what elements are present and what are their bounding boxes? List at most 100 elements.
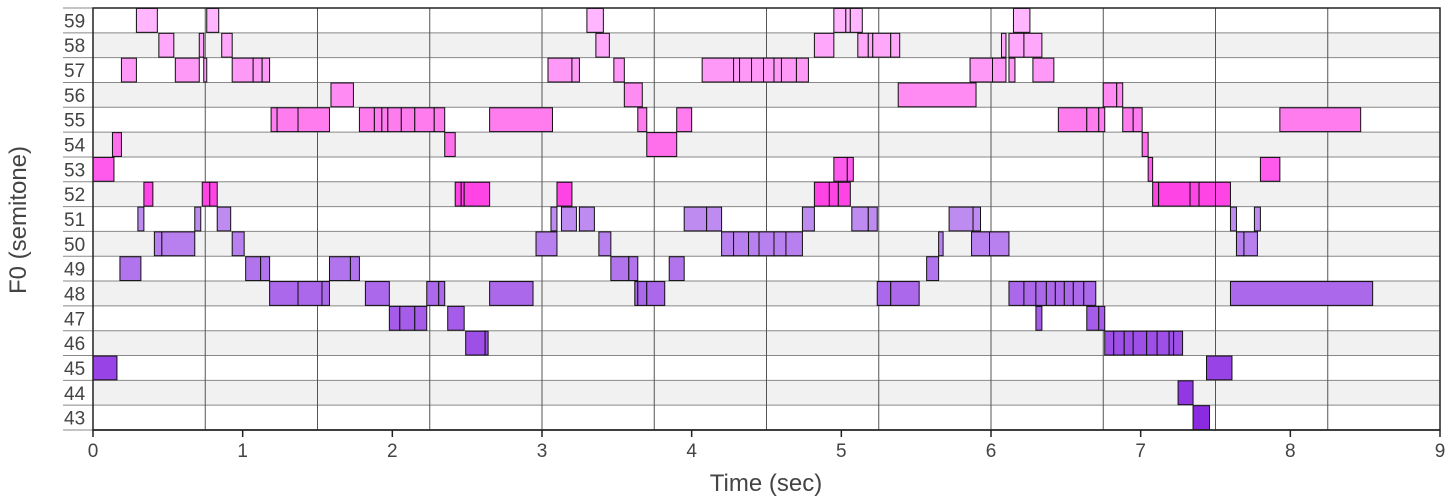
- note-block: [206, 8, 220, 33]
- note-block: [969, 57, 993, 83]
- note-block: [1122, 107, 1134, 133]
- note-block: [321, 281, 330, 306]
- note-block: [972, 206, 982, 232]
- note-block: [773, 57, 782, 83]
- note-block: [890, 32, 901, 58]
- note-block: [447, 305, 465, 331]
- note-block: [1000, 32, 1007, 58]
- note-block: [849, 8, 863, 33]
- note-block: [971, 231, 991, 257]
- y-tick-label: 51: [64, 210, 85, 231]
- note-block: [252, 57, 263, 83]
- note-block: [414, 107, 435, 133]
- note-block: [198, 32, 205, 58]
- note-block: [1008, 281, 1025, 306]
- note-block: [1141, 132, 1149, 157]
- note-block: [578, 206, 595, 232]
- y-tick-label: 58: [64, 36, 85, 57]
- note-block: [454, 181, 462, 207]
- note-block: [489, 281, 534, 306]
- note-block: [751, 57, 765, 83]
- note-block: [1177, 380, 1194, 406]
- note-block: [1173, 330, 1184, 356]
- x-tick-label: 5: [836, 441, 847, 462]
- note-block: [261, 57, 271, 83]
- note-block: [701, 57, 735, 83]
- x-tick-labels: 0 1 2 3 4 5 6 7 8 9: [88, 430, 1445, 462]
- note-block: [297, 107, 330, 133]
- note-block: [381, 107, 389, 133]
- note-block: [748, 231, 760, 257]
- note-block: [399, 305, 416, 331]
- note-block: [628, 256, 639, 282]
- note-block: [535, 231, 558, 257]
- note-block: [270, 107, 278, 133]
- note-block: [795, 57, 809, 83]
- y-tick-label: 50: [64, 235, 85, 256]
- note-block: [1113, 330, 1125, 356]
- note-block: [637, 107, 648, 133]
- y-tick-label: 44: [64, 384, 86, 405]
- note-block: [153, 231, 163, 257]
- note-block: [773, 231, 787, 257]
- x-tick-label: 6: [986, 441, 997, 462]
- note-block: [1086, 305, 1100, 331]
- note-block: [92, 156, 115, 182]
- note-block: [1098, 305, 1106, 331]
- note-block: [837, 181, 851, 207]
- note-block: [646, 132, 678, 157]
- note-block: [758, 231, 775, 257]
- y-tick-labels: 43 44 45 46 47 48 49 50 51 52 53 54 55 56 57 58 59: [64, 11, 86, 429]
- note-block: [111, 132, 122, 157]
- note-block: [1063, 281, 1074, 306]
- note-block: [989, 231, 1010, 257]
- note-block: [330, 82, 354, 108]
- note-block: [1098, 107, 1106, 133]
- note-block: [595, 32, 610, 58]
- note-block: [1259, 156, 1281, 182]
- note-block: [137, 206, 145, 232]
- axes: [92, 7, 1441, 431]
- y-tick-label: 59: [64, 11, 85, 32]
- note-block: [1023, 32, 1043, 58]
- note-block: [161, 231, 196, 257]
- note-block: [414, 305, 428, 331]
- note-block: [876, 281, 892, 306]
- note-block: [373, 107, 383, 133]
- note-block: [1023, 281, 1037, 306]
- note-block: [328, 256, 351, 282]
- note-block: [276, 107, 299, 133]
- note-block: [158, 32, 175, 58]
- note-block: [426, 281, 440, 306]
- note-block: [438, 281, 446, 306]
- note-block: [867, 32, 874, 58]
- note-block: [845, 8, 851, 33]
- note-block: [1229, 281, 1374, 306]
- note-block: [637, 281, 648, 306]
- y-tick-label: 47: [64, 309, 85, 330]
- note-block: [1279, 107, 1362, 133]
- y-tick-label: 57: [64, 61, 85, 82]
- note-block: [209, 181, 218, 207]
- note-block: [1192, 405, 1211, 431]
- x-tick-label: 0: [88, 441, 99, 462]
- y-tick-label: 48: [64, 284, 85, 305]
- note-block: [216, 206, 232, 232]
- note-block: [1123, 330, 1134, 356]
- note-block: [231, 231, 245, 257]
- x-tick-label: 8: [1285, 441, 1296, 462]
- note-block: [733, 57, 741, 83]
- note-block: [1102, 82, 1118, 108]
- note-block: [733, 231, 750, 257]
- note-block: [135, 8, 158, 33]
- note-block: [833, 8, 847, 33]
- note-block: [556, 181, 573, 207]
- note-block: [851, 206, 869, 232]
- note-block: [1146, 330, 1158, 356]
- note-block: [613, 57, 625, 83]
- y-axis-title: F0 (semitone): [5, 146, 32, 294]
- note-block: [646, 281, 666, 306]
- note-block: [739, 57, 753, 83]
- note-block: [598, 231, 612, 257]
